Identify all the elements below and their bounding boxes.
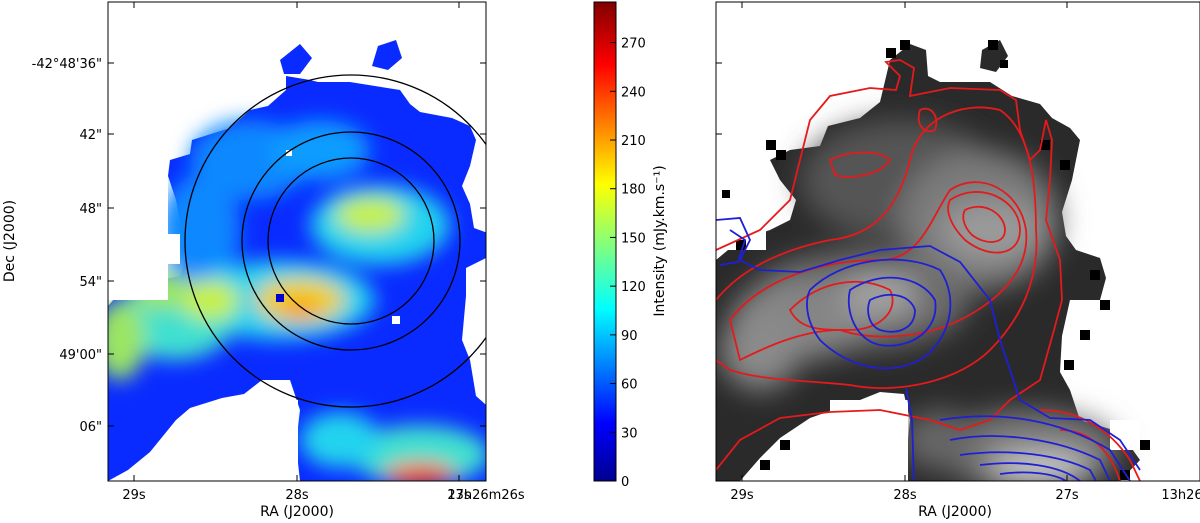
left-x-tick-label: 13h26m26s (447, 488, 525, 503)
right-x-axis-title: RA (J2000) (918, 504, 992, 520)
left-x-tick-label: 27s (447, 488, 471, 503)
left-y-tick-label: 42" (79, 128, 102, 143)
colorbar-tick-label: 240 (621, 85, 646, 100)
colorbar-tick-label: 0 (621, 475, 629, 490)
right-panel-contour-map (715, 1, 1200, 482)
right-x-tick-label: 13h26m26s (1161, 488, 1200, 503)
colorbar-tick-label: 150 (621, 231, 646, 246)
left-y-axis-title: Dec (J2000) (2, 200, 18, 282)
colorbar-gradient (593, 1, 617, 482)
left-y-tick-label: -42°48'36" (32, 57, 102, 72)
colorbar-tick-label: 180 (621, 183, 646, 198)
left-y-tick-label: 49'00" (59, 348, 102, 363)
left-y-axis: -42°48'36" 42" 48" 54" 49'00" 06" (32, 57, 722, 435)
blue-contours (716, 217, 1141, 481)
right-x-tick-label: 28s (893, 488, 917, 503)
left-x-tick-label: 29s (122, 488, 146, 503)
colorbar-tick-label: 30 (621, 426, 638, 441)
left-y-tick-label: 54" (79, 275, 102, 290)
colorbar-tick-label: 60 (621, 378, 638, 393)
colorbar-tick-label: 270 (621, 37, 646, 52)
left-panel-intensity-map (107, 1, 487, 482)
right-x-tick-label: 27s (1055, 488, 1079, 503)
outer-circle (184, 74, 486, 408)
left-y-tick-label: 06" (79, 420, 102, 435)
colorbar-tick-label: 120 (621, 280, 646, 295)
right-plot-frame (715, 1, 1200, 482)
middle-circle (241, 131, 461, 351)
right-x-axis: 29s 28s 27s 13h26m26s (730, 2, 1200, 503)
colorbar-tick-label: 90 (621, 329, 638, 344)
left-x-tick-label: 28s (285, 488, 309, 503)
red-contours (716, 59, 1141, 481)
colorbar: 0 30 60 90 120 150 180 210 240 270 Intensity (mJy… (593, 1, 668, 490)
right-x-tick-label: 29s (730, 488, 754, 503)
inner-circle (267, 157, 435, 325)
left-y-tick-label: 48" (79, 202, 102, 217)
colorbar-label: Intensity (mJy.km.s⁻¹) (652, 165, 668, 316)
colorbar-ticks: 0 30 60 90 120 150 180 210 240 270 (610, 37, 646, 490)
left-x-axis-title: RA (J2000) (260, 504, 334, 520)
colorbar-tick-label: 210 (621, 134, 646, 149)
